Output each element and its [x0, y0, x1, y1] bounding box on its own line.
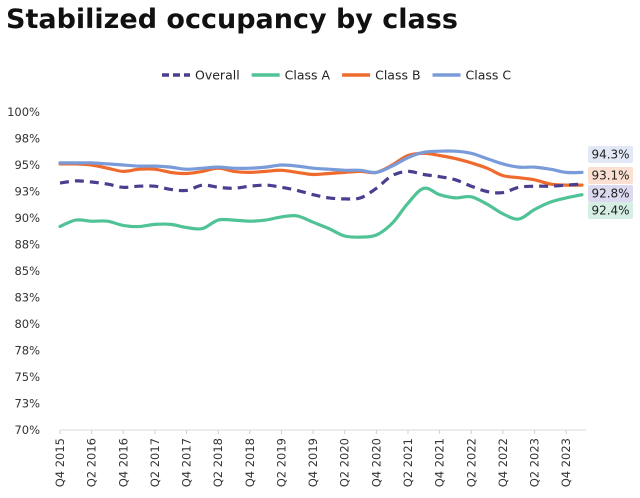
y-tick-label: 90% [14, 211, 40, 225]
y-tick-label: 78% [14, 344, 40, 358]
legend-label-overall: Overall [195, 68, 240, 83]
x-tick-label: Q2 2018 [211, 438, 225, 487]
y-tick-label: 88% [14, 238, 40, 252]
y-tick-label: 83% [14, 291, 40, 305]
series-lines [58, 149, 584, 239]
end-label-class-a: 92.4% [591, 204, 629, 218]
y-tick-label: 80% [14, 317, 40, 331]
x-tick-label: Q4 2022 [496, 438, 510, 487]
y-tick-label: 73% [14, 397, 40, 411]
x-tick-label: Q2 2019 [274, 438, 288, 487]
x-tick-label: Q4 2023 [559, 438, 573, 487]
x-tick-label: Q4 2016 [116, 438, 130, 487]
x-tick-label: Q2 2023 [528, 438, 542, 487]
end-label-box-overall [588, 185, 633, 202]
x-tick-label: Q4 2019 [306, 438, 320, 487]
y-tick-label: 95% [14, 158, 40, 172]
x-tick-label: Q2 2017 [148, 438, 162, 487]
y-tick-label: 93% [14, 185, 40, 199]
y-tick-label: 98% [14, 132, 40, 146]
x-tick-label: Q2 2016 [85, 438, 99, 487]
x-tick-label: Q4 2021 [433, 438, 447, 487]
chart-title: Stabilized occupancy by class [6, 4, 458, 35]
series-line-class-c [58, 149, 584, 175]
end-label-overall: 92.8% [591, 187, 629, 201]
end-label-box-class-c [588, 146, 633, 163]
x-tick-label: Q4 2020 [369, 438, 383, 487]
end-label-box-class-b [588, 167, 633, 184]
series-line-class-a [58, 186, 584, 239]
end-labels: 94.3% 93.1% 92.8% 92.4% [588, 146, 633, 219]
series-line-class-b [58, 151, 584, 187]
x-tick-label: Q2 2020 [338, 438, 352, 487]
y-tick-label: 100% [7, 105, 40, 119]
x-tick-label: Q2 2021 [401, 438, 415, 487]
y-tick-label: 75% [14, 370, 40, 384]
legend-label-class-a: Class A [285, 68, 331, 83]
y-tick-label: 70% [14, 423, 40, 437]
legend-label-class-b: Class B [375, 68, 420, 83]
y-axis-ticks: 70% 73% 75% 78% 80% 83% 85% 88% 90% 93% 95% 98% 100% [7, 105, 40, 437]
legend: Overall Class A Class B Class C [162, 68, 511, 83]
x-tick-label: Q4 2015 [53, 438, 67, 487]
y-tick-label: 85% [14, 264, 40, 278]
end-label-class-b: 93.1% [591, 169, 629, 183]
end-label-class-c: 94.3% [591, 148, 629, 162]
x-axis-ticks: Q4 2015 Q2 2016 Q4 2016 Q2 2017 Q4 2017 Q2 20… [53, 430, 573, 487]
legend-label-class-c: Class C [466, 68, 512, 83]
end-label-box-class-a [588, 202, 633, 219]
x-tick-label: Q4 2017 [180, 438, 194, 487]
x-tick-label: Q2 2022 [464, 438, 478, 487]
x-tick-label: Q4 2018 [243, 438, 257, 487]
